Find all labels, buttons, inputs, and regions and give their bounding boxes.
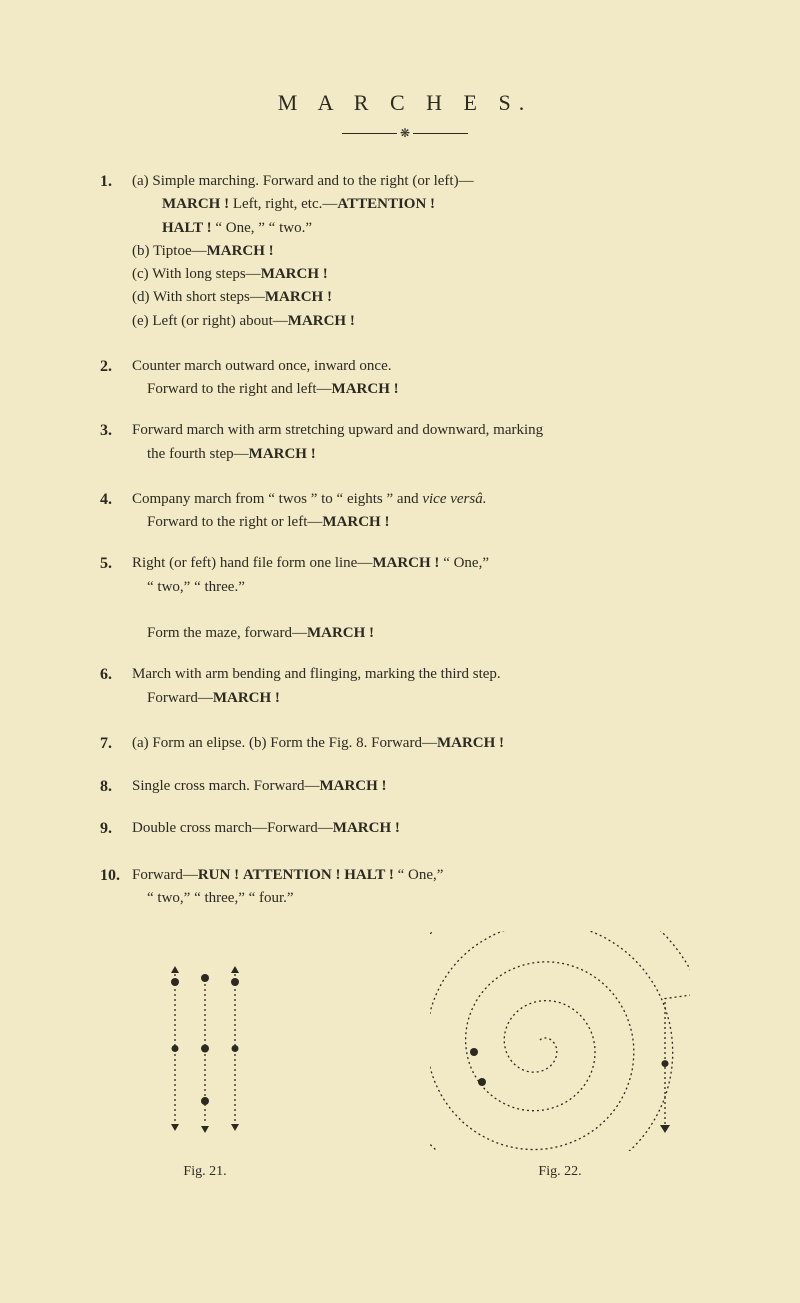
item-line: (e) Left (or right) about—MARCH ! <box>132 310 710 333</box>
item-line: (c) With long steps—MARCH ! <box>132 263 710 286</box>
item-number: 7. <box>100 732 132 757</box>
item-number: 9. <box>100 817 132 842</box>
item-line: (a) Form an elipse. (b) Form the Fig. 8.… <box>132 732 710 755</box>
list-item: 2.Counter march outward once, inward onc… <box>100 355 710 402</box>
item-line: Counter march outward once, inward once. <box>132 355 710 378</box>
item-body: Counter march outward once, inward once.… <box>132 355 710 402</box>
list-item: 5.Right (or feft) hand file form one lin… <box>100 552 710 645</box>
item-line: (b) Tiptoe—MARCH ! <box>132 240 710 263</box>
item-number: 3. <box>100 419 132 444</box>
item-line: Company march from “ twos ” to “ eights … <box>132 488 710 511</box>
item-body: Company march from “ twos ” to “ eights … <box>132 488 710 535</box>
page-title: M A R C H E S. <box>100 90 710 116</box>
item-line: “ two,” “ three,” “ four.” <box>132 887 710 910</box>
item-line: Double cross march—Forward—MARCH ! <box>132 817 710 840</box>
item-line: Forward—MARCH ! <box>132 687 710 710</box>
fig-21-svg <box>150 951 260 1151</box>
item-body: Single cross march. Forward—MARCH ! <box>132 775 710 798</box>
item-number: 2. <box>100 355 132 380</box>
item-line: the fourth step—MARCH ! <box>132 443 710 466</box>
item-line: Forward to the right and left—MARCH ! <box>132 378 710 401</box>
list-item: 4.Company march from “ twos ” to “ eight… <box>100 488 710 535</box>
list-item: 10.Forward—RUN ! ATTENTION ! HALT ! “ On… <box>100 864 710 911</box>
fig-22: Fig. 22. <box>430 931 690 1180</box>
item-number: 8. <box>100 775 132 800</box>
list-item: 7.(a) Form an elipse. (b) Form the Fig. … <box>100 732 710 757</box>
item-line: Form the maze, forward—MARCH ! <box>132 622 710 645</box>
title-divider: ❋ <box>100 124 710 142</box>
figures-row: Fig. 21. Fig. 22. <box>100 931 710 1180</box>
item-body: Right (or feft) hand file form one line—… <box>132 552 710 645</box>
fig-21: Fig. 21. <box>150 951 260 1180</box>
item-line: HALT ! “ One, ” “ two.” <box>132 217 710 240</box>
item-number: 1. <box>100 170 132 195</box>
item-line: March with arm bending and flinging, mar… <box>132 663 710 686</box>
fig-22-svg <box>430 931 690 1151</box>
item-line: “ two,” “ three.” <box>132 576 710 599</box>
items-list: 1.(a) Simple marching. Forward and to th… <box>100 170 710 911</box>
item-line: Single cross march. Forward—MARCH ! <box>132 775 710 798</box>
list-item: 8.Single cross march. Forward—MARCH ! <box>100 775 710 800</box>
item-number: 4. <box>100 488 132 513</box>
fig-21-label: Fig. 21. <box>150 1164 260 1180</box>
list-item: 3.Forward march with arm stretching upwa… <box>100 419 710 466</box>
item-line: Forward—RUN ! ATTENTION ! HALT ! “ One,” <box>132 864 710 887</box>
item-body: Double cross march—Forward—MARCH ! <box>132 817 710 840</box>
item-body: Forward march with arm stretching upward… <box>132 419 710 466</box>
fig-22-label: Fig. 22. <box>430 1164 690 1180</box>
item-line <box>132 599 710 622</box>
page: M A R C H E S. ❋ 1.(a) Simple marching. … <box>0 0 800 1303</box>
item-body: (a) Form an elipse. (b) Form the Fig. 8.… <box>132 732 710 755</box>
item-line: (d) With short steps—MARCH ! <box>132 286 710 309</box>
item-line: Forward to the right or left—MARCH ! <box>132 511 710 534</box>
item-number: 10. <box>100 864 132 889</box>
list-item: 6.March with arm bending and flinging, m… <box>100 663 710 710</box>
item-body: (a) Simple marching. Forward and to the … <box>132 170 710 333</box>
item-body: March with arm bending and flinging, mar… <box>132 663 710 710</box>
item-body: Forward—RUN ! ATTENTION ! HALT ! “ One,”… <box>132 864 710 911</box>
item-number: 5. <box>100 552 132 577</box>
list-item: 1.(a) Simple marching. Forward and to th… <box>100 170 710 333</box>
item-line: Forward march with arm stretching upward… <box>132 419 710 442</box>
item-line: Right (or feft) hand file form one line—… <box>132 552 710 575</box>
list-item: 9.Double cross march—Forward—MARCH ! <box>100 817 710 842</box>
item-line: (a) Simple marching. Forward and to the … <box>132 170 710 193</box>
item-line: MARCH ! Left, right, etc.—ATTENTION ! <box>132 193 710 216</box>
item-number: 6. <box>100 663 132 688</box>
